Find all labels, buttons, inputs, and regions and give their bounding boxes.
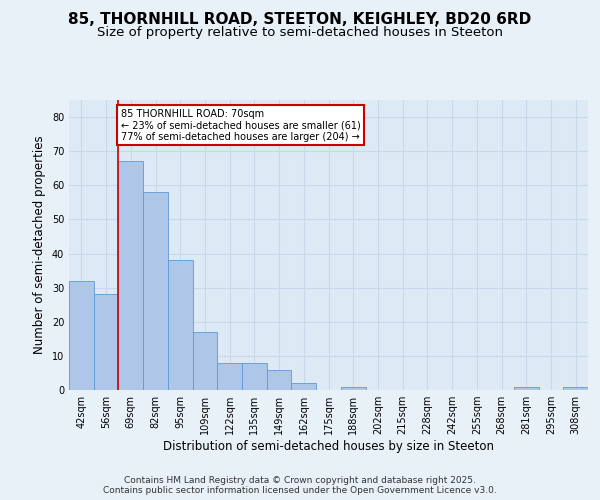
Bar: [118, 162, 143, 390]
Bar: [267, 370, 292, 390]
Text: 85 THORNHILL ROAD: 70sqm
← 23% of semi-detached houses are smaller (61)
77% of s: 85 THORNHILL ROAD: 70sqm ← 23% of semi-d…: [121, 108, 361, 142]
X-axis label: Distribution of semi-detached houses by size in Steeton: Distribution of semi-detached houses by …: [163, 440, 494, 453]
Text: 85, THORNHILL ROAD, STEETON, KEIGHLEY, BD20 6RD: 85, THORNHILL ROAD, STEETON, KEIGHLEY, B…: [68, 12, 532, 28]
Text: Size of property relative to semi-detached houses in Steeton: Size of property relative to semi-detach…: [97, 26, 503, 39]
Bar: [168, 260, 193, 390]
Bar: [341, 386, 365, 390]
Bar: [143, 192, 168, 390]
Bar: [563, 386, 588, 390]
Text: Contains HM Land Registry data © Crown copyright and database right 2025.
Contai: Contains HM Land Registry data © Crown c…: [103, 476, 497, 495]
Bar: [69, 281, 94, 390]
Bar: [94, 294, 118, 390]
Bar: [292, 383, 316, 390]
Bar: [242, 362, 267, 390]
Y-axis label: Number of semi-detached properties: Number of semi-detached properties: [33, 136, 46, 354]
Bar: [514, 386, 539, 390]
Bar: [193, 332, 217, 390]
Bar: [217, 362, 242, 390]
